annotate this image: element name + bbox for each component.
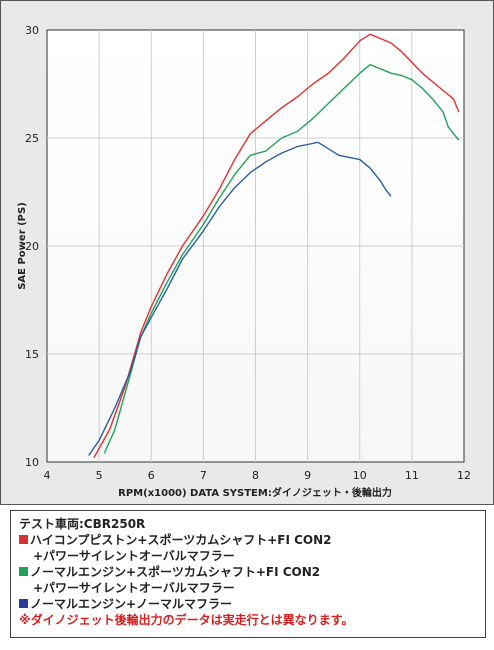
y-axis-title: SAE Power (PS): [17, 202, 28, 290]
series-line-2: [88, 141, 392, 456]
x-tick-label: 7: [200, 469, 207, 482]
y-tick-label: 10: [25, 456, 39, 469]
x-tick-label: 5: [96, 469, 103, 482]
legend-entry-red: ハイコンプピストン+スポーツカムシャフト+FI CON2: [19, 532, 477, 548]
x-tick-label: 11: [405, 469, 419, 482]
y-tick-label: 25: [25, 132, 39, 145]
y-tick-label: 15: [25, 348, 39, 361]
y-tick-label: 20: [25, 240, 39, 253]
legend-swatch-red: [19, 535, 28, 544]
x-tick-label: 8: [252, 469, 259, 482]
x-tick-label: 10: [353, 469, 367, 482]
x-tick-label: 12: [457, 469, 471, 482]
legend-entry-green-line2: +パワーサイレントオーバルマフラー: [33, 581, 235, 595]
legend-entry-red-line2: +パワーサイレントオーバルマフラー: [33, 549, 235, 563]
legend-entry-blue: ノーマルエンジン+ノーマルマフラー: [19, 596, 477, 612]
y-tick-label: 30: [25, 24, 39, 37]
x-axis-title: RPM(x1000) DATA SYSTEM:ダイノジェット・後輪出力: [118, 486, 392, 499]
tick-layer: 4 5 6 7 8 9 10 11 12 10 15 20 25 30: [25, 24, 471, 482]
series-line-0: [93, 33, 460, 459]
legend-entry-green: ノーマルエンジン+スポーツカムシャフト+FI CON2: [19, 564, 477, 580]
legend-note: ※ダイノジェット後輪出力のデータは実走行とは異なります。: [19, 613, 354, 627]
legend-swatch-green: [19, 567, 28, 576]
x-tick-label: 6: [148, 469, 155, 482]
legend-box: テスト車両:CBR250R ハイコンプピストン+スポーツカムシャフト+FI CO…: [10, 510, 486, 638]
series-layer: [88, 33, 460, 459]
dyno-power-chart: 4 5 6 7 8 9 10 11 12 10 15 20 25 30 SAE Power (PS) RP…: [0, 0, 494, 505]
x-tick-label: 9: [304, 469, 311, 482]
legend-entry-green-line1: ノーマルエンジン+スポーツカムシャフト+FI CON2: [30, 565, 321, 579]
series-line-1: [103, 63, 460, 454]
legend-title: テスト車両:CBR250R: [19, 517, 146, 531]
legend-entry-red-line1: ハイコンプピストン+スポーツカムシャフト+FI CON2: [30, 533, 332, 547]
x-tick-label: 4: [44, 469, 51, 482]
legend-swatch-blue: [19, 599, 28, 608]
legend-entry-blue-line1: ノーマルエンジン+ノーマルマフラー: [30, 597, 233, 611]
grid-layer: [47, 30, 464, 462]
